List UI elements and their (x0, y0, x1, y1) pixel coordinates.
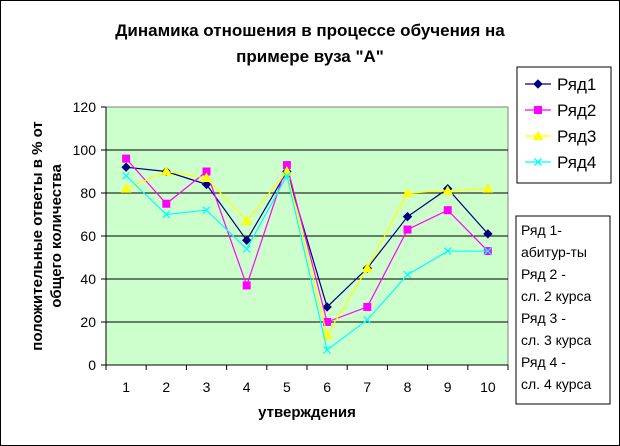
series-2-point (242, 281, 251, 290)
marker-stroke (282, 171, 291, 180)
series-3-point (482, 183, 494, 193)
legend-label: Ряд4 (557, 153, 596, 172)
legend-item: Ряд3 (525, 127, 596, 146)
legend-swatch-marker (532, 130, 544, 140)
y-tick-label: 0 (88, 357, 96, 373)
series-2-point (403, 225, 412, 234)
marker-stroke (483, 247, 492, 256)
series-4-point (202, 206, 211, 215)
legend-label: Ряд2 (557, 101, 596, 120)
marker-stroke (122, 171, 131, 180)
series-1-line (126, 166, 489, 309)
marker-stroke (443, 247, 452, 256)
series-2-point (363, 302, 372, 311)
y-tick-label: 100 (73, 142, 97, 158)
x-tick-label: 5 (283, 379, 291, 395)
series-4-point (242, 244, 251, 253)
series-4-point (363, 315, 372, 324)
series-3-point (201, 172, 212, 182)
x-tick-label: 2 (162, 379, 170, 395)
y-axis-title: положительные ответы в % от общего колич… (29, 121, 65, 350)
series-3 (120, 165, 494, 339)
marker-stroke (202, 206, 211, 215)
series-1-point (121, 162, 131, 172)
x-tick-label: 10 (480, 379, 496, 395)
series-1-point (483, 229, 493, 239)
x-axis-title: утверждения (258, 404, 356, 421)
chart-title: Динамика отношения в процессе обучения н… (115, 21, 505, 66)
marker-stroke (323, 345, 332, 354)
series-4-point (162, 210, 171, 219)
series-1-point (241, 235, 252, 246)
series-1-point (402, 211, 413, 222)
series-4-line (125, 174, 488, 351)
series-4 (122, 171, 492, 354)
legend-box (516, 66, 612, 184)
series-4-point (483, 247, 492, 256)
series-3-point (241, 215, 253, 225)
legend-label: Ряд3 (557, 127, 596, 146)
x-tick-label: 6 (323, 379, 331, 395)
legend-swatch-marker (534, 158, 542, 166)
series-3-line (125, 170, 488, 337)
series-3-point (120, 183, 132, 193)
note-line: Ряд 2 - (521, 266, 566, 282)
note-line: Ряд 3 - (521, 310, 566, 326)
marker-stroke (403, 270, 412, 279)
note-line: сл. 4 курса (521, 376, 592, 392)
x-tick-label: 8 (404, 379, 412, 395)
marker-stroke (363, 315, 372, 324)
series-1-point (322, 302, 332, 312)
series-4-point (122, 171, 131, 180)
y-axis-title-line-1: положительные ответы в % от (29, 121, 46, 350)
note-line: сл. 2 курса (521, 288, 592, 304)
legend-item: Ряд4 (525, 153, 596, 172)
y-tick-label: 40 (80, 271, 96, 287)
y-axis-title-line-2: общего количества (48, 164, 65, 308)
note-line: Ряд 1- (521, 222, 562, 238)
series-3-point (442, 185, 454, 195)
legend-item: Ряд2 (525, 101, 596, 120)
legend-swatch-marker (533, 79, 543, 89)
y-tick-label: 60 (80, 228, 96, 244)
chart-title-line-2: примере вуза "А" (236, 47, 384, 66)
legend: Ряд1 Ряд2 Ряд3 Ряд4 (516, 66, 612, 184)
x-tick-label: 3 (203, 379, 211, 395)
series-4-point (323, 345, 332, 354)
series-2-point (162, 199, 171, 208)
series-2-point (122, 154, 131, 163)
y-tick-label: 20 (80, 314, 96, 330)
series-4-point (443, 247, 452, 256)
note-box (515, 215, 611, 405)
y-tick-label: 120 (73, 99, 97, 115)
chart-title-line-1: Динамика отношения в процессе обучения н… (115, 21, 505, 40)
series-4-point (282, 171, 291, 180)
series-2-point (443, 206, 452, 215)
marker-stroke (162, 210, 171, 219)
legend-swatch-marker (534, 106, 542, 114)
series-4-point (403, 270, 412, 279)
series-2-line (125, 158, 489, 323)
x-tick-label: 4 (243, 379, 251, 395)
series-3-point (361, 262, 373, 273)
marker-stroke (534, 158, 542, 166)
series-3-point (160, 165, 172, 176)
legend-item: Ряд1 (525, 75, 596, 94)
series-3-point (402, 187, 413, 197)
x-tick-label: 7 (363, 379, 371, 395)
series-3-point (321, 329, 333, 339)
note-line: абитур-ты (521, 244, 587, 260)
y-tick-label: 80 (80, 185, 96, 201)
plot-area: 0 20 40 60 80 100 120 1 2 3 4 5 6 7 8 9 10 (73, 99, 509, 395)
note-line: Ряд 4 - (521, 354, 566, 370)
marker-stroke (242, 244, 251, 253)
x-tick-label: 1 (122, 379, 130, 395)
series-1-point (201, 179, 212, 190)
note-line: сл. 3 курса (521, 332, 592, 348)
x-tick-label: 9 (444, 379, 452, 395)
series-note: Ряд 1- абитур-ты Ряд 2 - сл. 2 курса Ряд 3 -… (515, 215, 611, 405)
legend-label: Ряд1 (557, 75, 596, 94)
